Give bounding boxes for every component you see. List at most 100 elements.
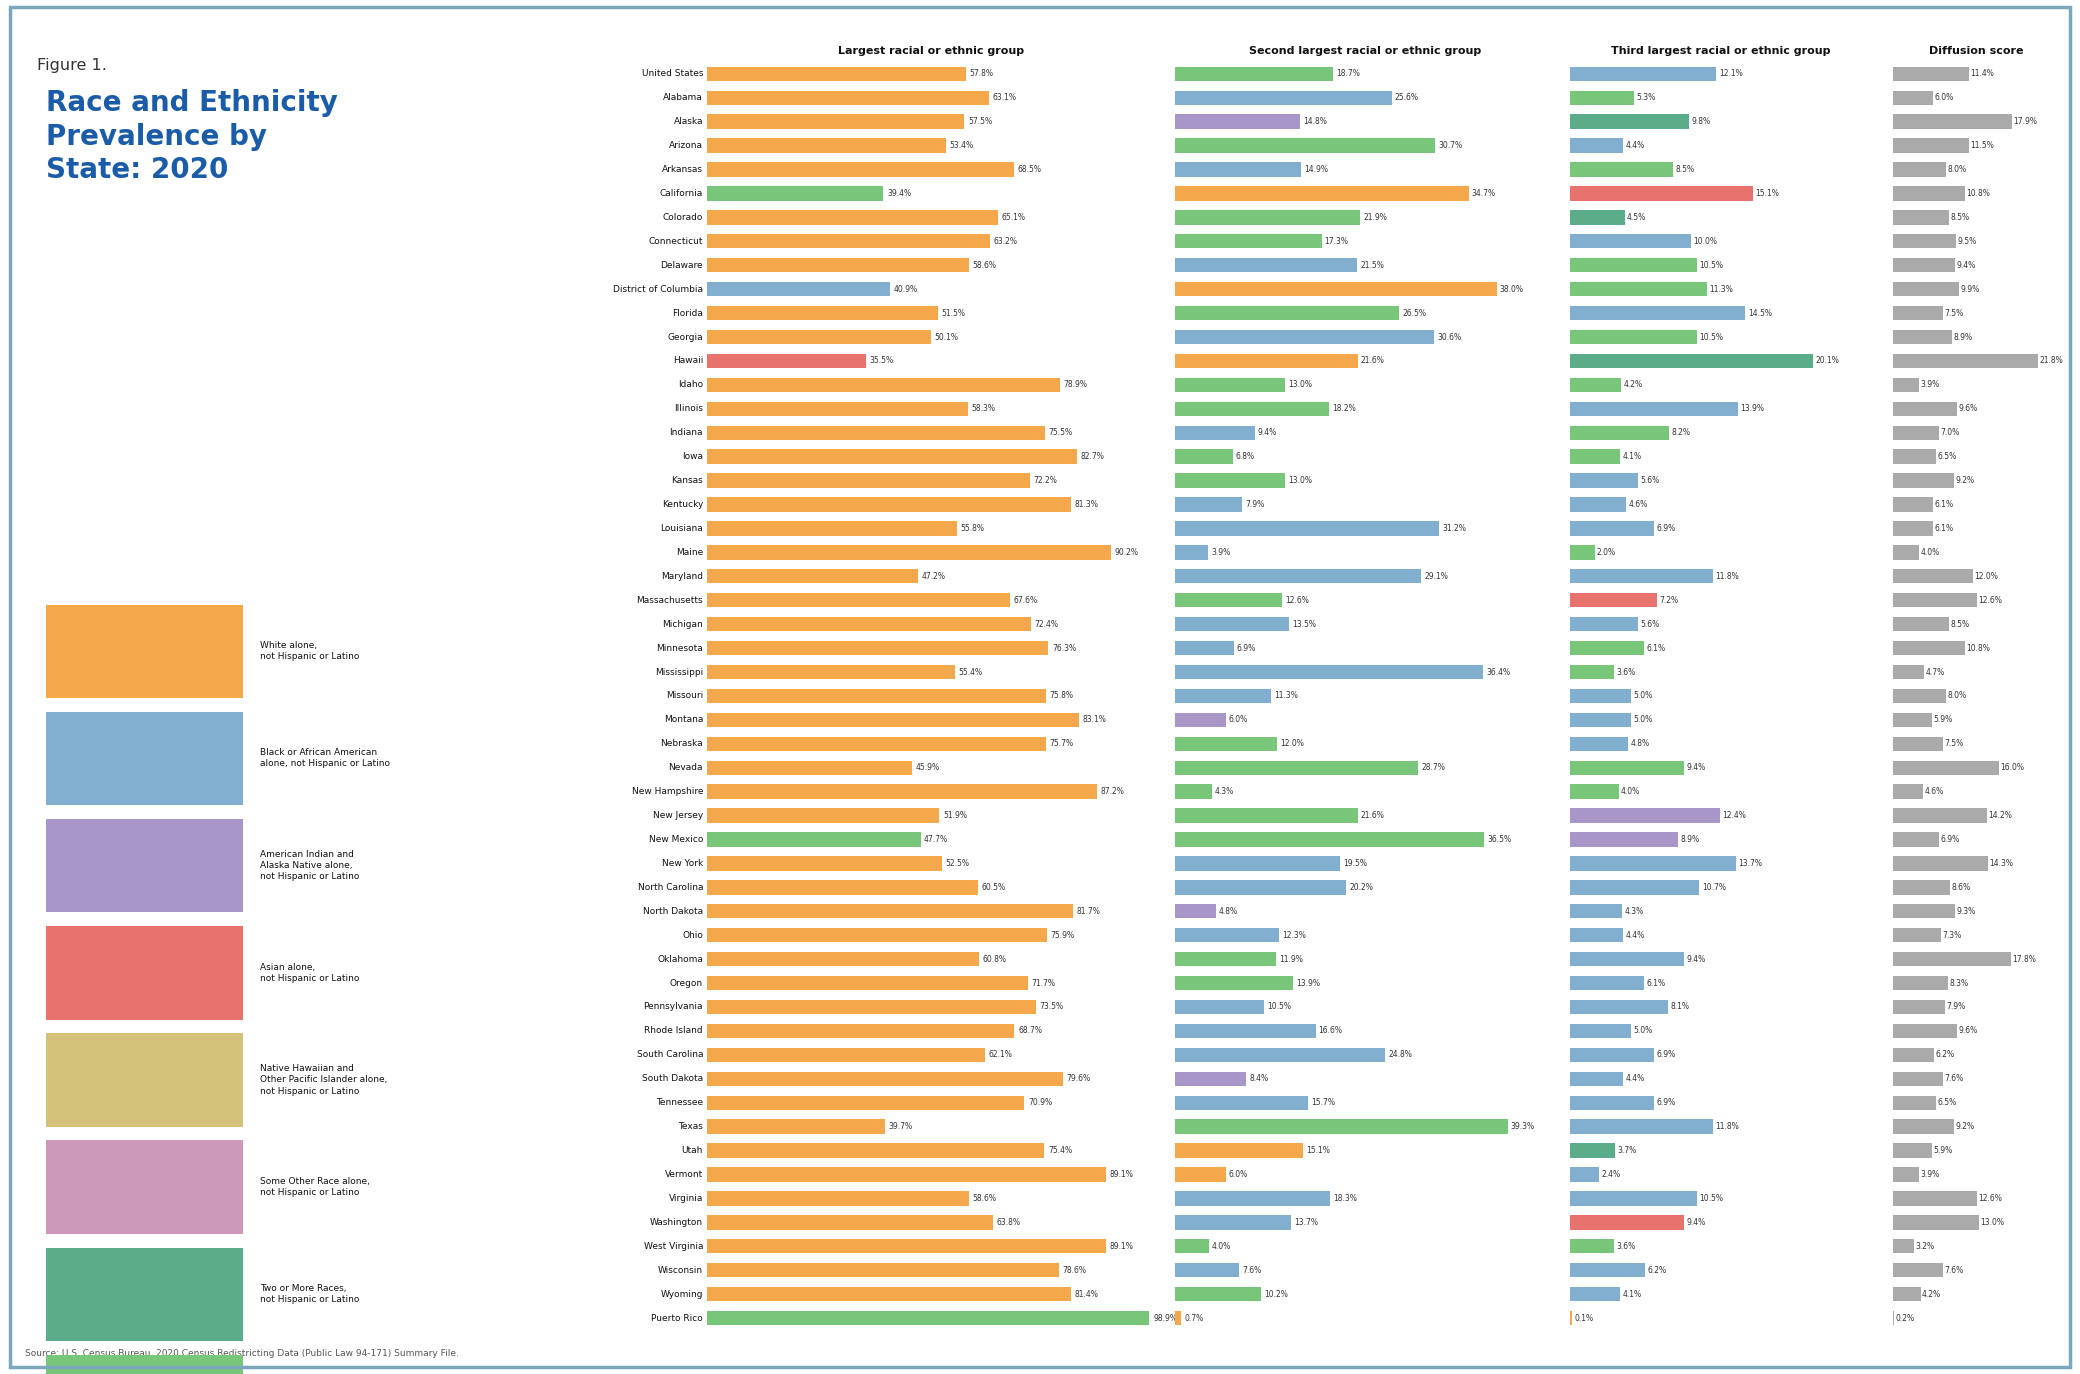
Bar [1570,114,1689,129]
Text: 6.1%: 6.1% [1934,500,1953,508]
Text: 89.1%: 89.1% [1109,1171,1134,1179]
Text: 11.3%: 11.3% [1273,691,1298,701]
Text: 8.9%: 8.9% [1681,835,1699,844]
Bar [1175,976,1294,991]
Text: 72.4%: 72.4% [1034,620,1059,629]
Bar [707,736,1046,752]
Bar [1893,234,1955,249]
Bar [1893,66,1968,81]
Text: Washington: Washington [649,1217,703,1227]
Text: 36.4%: 36.4% [1485,668,1510,676]
Text: 6.0%: 6.0% [1229,716,1248,724]
Text: Black or African American
alone, not Hispanic or Latino: Black or African American alone, not His… [260,749,391,768]
Text: 65.1%: 65.1% [1003,213,1025,221]
Text: 87.2%: 87.2% [1100,787,1125,796]
Bar [1893,594,1976,607]
Bar [1570,1095,1654,1110]
Text: 3.9%: 3.9% [1920,1171,1939,1179]
Text: 8.0%: 8.0% [1947,165,1966,174]
Text: 0.2%: 0.2% [1895,1314,1914,1323]
Bar [1175,736,1277,752]
Text: 4.3%: 4.3% [1624,907,1643,916]
Bar [1175,665,1483,679]
Bar [1893,353,2038,368]
Text: Massachusetts: Massachusetts [636,596,703,605]
Bar [707,114,965,129]
Bar [1175,449,1233,464]
Text: 9.4%: 9.4% [1687,955,1706,963]
Text: 6.5%: 6.5% [1936,452,1957,462]
Bar [1893,258,1955,272]
Bar [1175,1263,1240,1278]
Text: Iowa: Iowa [682,452,703,462]
Text: 21.6%: 21.6% [1360,811,1385,820]
Text: Kansas: Kansas [672,475,703,485]
Text: Delaware: Delaware [661,261,703,269]
Bar [1570,617,1637,631]
Text: 8.4%: 8.4% [1250,1074,1269,1083]
Bar [1175,187,1468,201]
Text: 10.5%: 10.5% [1699,1194,1724,1202]
Text: 12.0%: 12.0% [1279,739,1304,749]
Text: 18.7%: 18.7% [1337,69,1360,78]
Bar [1893,688,1947,703]
Bar [1175,139,1435,153]
Text: Minnesota: Minnesota [657,643,703,653]
Text: 12.0%: 12.0% [1974,572,1999,581]
Bar [1570,66,1716,81]
Bar [1893,927,1941,943]
Text: Figure 1.: Figure 1. [37,58,108,73]
Bar [1175,330,1433,344]
Text: 21.9%: 21.9% [1364,213,1387,221]
Text: 8.5%: 8.5% [1951,213,1970,221]
Bar [1893,330,1951,344]
Bar [1175,808,1358,823]
Text: 10.5%: 10.5% [1267,1003,1292,1011]
Text: 63.1%: 63.1% [992,93,1017,102]
Text: Pennsylvania: Pennsylvania [643,1003,703,1011]
Text: 26.5%: 26.5% [1402,309,1427,317]
Text: 14.8%: 14.8% [1304,117,1327,126]
Text: 6.8%: 6.8% [1236,452,1254,462]
Bar [1570,258,1697,272]
Bar [1893,1048,1934,1062]
Bar [1570,330,1697,344]
Text: 47.7%: 47.7% [924,835,948,844]
Text: Virginia: Virginia [668,1194,703,1202]
Bar [1570,497,1627,511]
Bar [1893,736,1943,752]
Text: Mississippi: Mississippi [655,668,703,676]
Bar [707,1263,1059,1278]
Text: Some Other Race alone,
not Hispanic or Latino: Some Other Race alone, not Hispanic or L… [260,1178,370,1197]
Bar [707,497,1071,511]
Text: 11.4%: 11.4% [1970,69,1995,78]
Text: 47.2%: 47.2% [921,572,946,581]
Text: 75.4%: 75.4% [1048,1146,1071,1156]
Text: 6.0%: 6.0% [1229,1171,1248,1179]
Text: 4.1%: 4.1% [1622,452,1641,462]
Text: 79.6%: 79.6% [1067,1074,1090,1083]
Text: South Dakota: South Dakota [643,1074,703,1083]
Text: 6.9%: 6.9% [1941,835,1959,844]
Text: Hawaii: Hawaii [672,356,703,365]
Bar [1570,904,1622,918]
Bar [1893,665,1924,679]
Text: 63.2%: 63.2% [994,236,1017,246]
Bar [1175,497,1242,511]
Text: 71.7%: 71.7% [1032,978,1055,988]
Text: Nevada: Nevada [668,763,703,772]
Text: 6.0%: 6.0% [1934,93,1953,102]
Text: 31.2%: 31.2% [1441,523,1466,533]
Bar [1175,210,1360,224]
Bar [1893,1143,1932,1158]
Text: Michigan: Michigan [661,620,703,629]
Bar [1570,306,1745,320]
Bar [707,330,932,344]
Text: North Dakota: North Dakota [643,907,703,916]
Text: Source: U.S. Census Bureau, 2020 Census Redistricting Data (Public Law 94-171) S: Source: U.S. Census Bureau, 2020 Census … [25,1348,460,1358]
Bar [1570,1215,1685,1230]
Text: 7.2%: 7.2% [1660,596,1679,605]
Text: 13.0%: 13.0% [1288,381,1312,389]
Text: 9.6%: 9.6% [1957,1026,1978,1036]
Text: 30.7%: 30.7% [1437,142,1462,150]
